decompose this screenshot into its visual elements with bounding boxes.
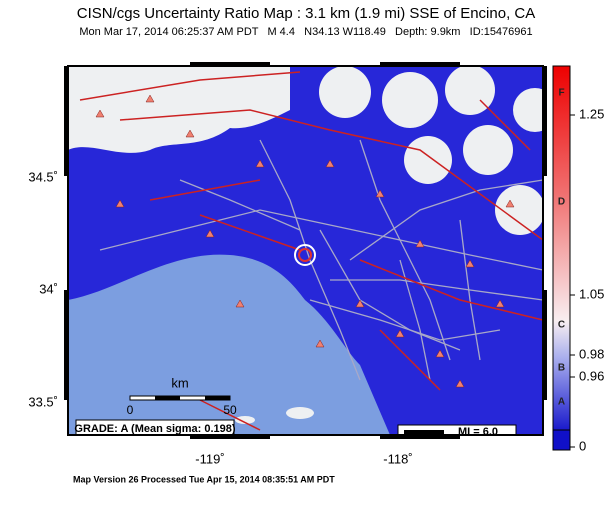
colorbar-grade: C (558, 320, 565, 331)
colorbar-grade: F (558, 88, 564, 99)
uncertainty-blobs (68, 66, 543, 235)
colorbar-floor (552, 429, 571, 451)
scale-label: 0 (127, 403, 134, 417)
lat-label: 34.5˚ (28, 169, 58, 184)
colorbar-tick-label: 0 (579, 438, 586, 453)
scale-unit: km (171, 375, 188, 390)
scale-label: 50 (223, 403, 237, 417)
colorbar (552, 65, 571, 431)
colorbar-grade: A (558, 397, 565, 408)
epicenter (294, 244, 316, 266)
map-body (68, 66, 543, 435)
stations (95, 94, 515, 388)
mi-legend: MI = 6.0 (458, 426, 498, 438)
lon-label: -119˚ (195, 451, 224, 466)
lat-label: 34˚ (39, 281, 58, 296)
colorbar-tick-label: 0.98 (579, 346, 604, 361)
lon-label: -118˚ (383, 451, 412, 466)
ocean (68, 254, 390, 435)
map-frame (67, 65, 544, 436)
colorbar-tick-label: 1.05 (579, 286, 604, 301)
title: CISN/cgs Uncertainty Ratio Map : 3.1 km … (77, 5, 536, 22)
scale-bar (129, 395, 231, 401)
colorbar-grade: B (558, 363, 565, 374)
islands (235, 407, 314, 424)
footer: Map Version 26 Processed Tue Apr 15, 201… (73, 474, 335, 484)
scale-box (75, 419, 517, 435)
frame-ticks (64, 62, 547, 439)
colorbar-tick-label: 0.96 (579, 368, 604, 383)
faults (79, 71, 543, 431)
colorbar-grade: D (558, 197, 565, 208)
grade: GRADE: A (Mean sigma: 0.198) (74, 423, 236, 435)
roads (99, 139, 543, 381)
lat-label: 33.5˚ (28, 394, 58, 409)
colorbar-tick-label: 1.25 (579, 106, 604, 121)
subtitle: Mon Mar 17, 2014 06:25:37 AM PDT M 4.4 N… (79, 26, 532, 38)
